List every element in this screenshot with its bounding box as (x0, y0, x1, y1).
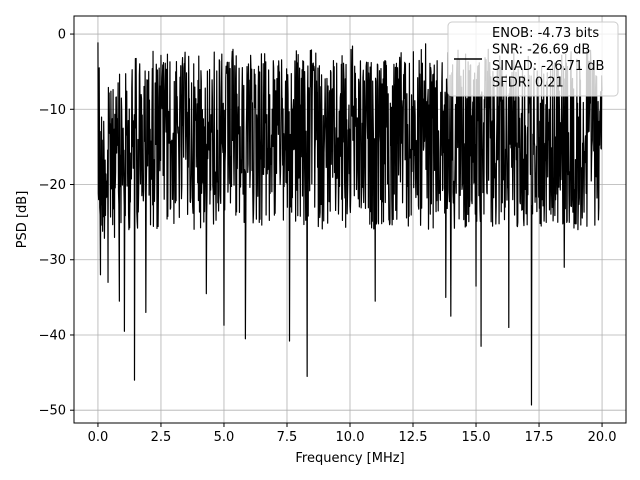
x-tick-label: 17.5 (525, 430, 554, 445)
x-tick-label: 7.5 (277, 430, 298, 445)
legend-box (447, 21, 619, 97)
y-tick-label: −40 (39, 328, 66, 343)
psd-series-line (97, 42, 603, 406)
axis-ticks: 0.0 2.5 5.0 7.5 10.0 12.5 15.0 17.5 20.0 0 −10 −20 −… (39, 28, 617, 445)
x-tick-label: 12.5 (399, 430, 428, 445)
legend: ENOB: -4.73 bits SNR: -26.69 dB SINAD: -26… (447, 21, 619, 97)
y-tick-label: −30 (39, 253, 66, 268)
y-tick-label: 0 (58, 28, 66, 43)
series-layer (97, 42, 603, 406)
x-tick-label: 0.0 (88, 430, 109, 445)
x-tick-label: 20.0 (588, 430, 617, 445)
x-tick-label: 2.5 (151, 430, 172, 445)
x-axis-label: Frequency [MHz] (295, 451, 404, 466)
y-tick-label: −20 (39, 178, 66, 193)
legend-label: ENOB: -4.73 bits SNR: -26.69 dB SINAD: -26… (492, 26, 604, 91)
x-tick-label: 15.0 (462, 430, 491, 445)
y-tick-label: −10 (39, 103, 66, 118)
y-tick-label: −50 (39, 404, 66, 419)
x-tick-label: 5.0 (214, 430, 235, 445)
x-tick-label: 10.0 (336, 430, 365, 445)
y-axis-label: PSD [dB] (15, 191, 30, 249)
